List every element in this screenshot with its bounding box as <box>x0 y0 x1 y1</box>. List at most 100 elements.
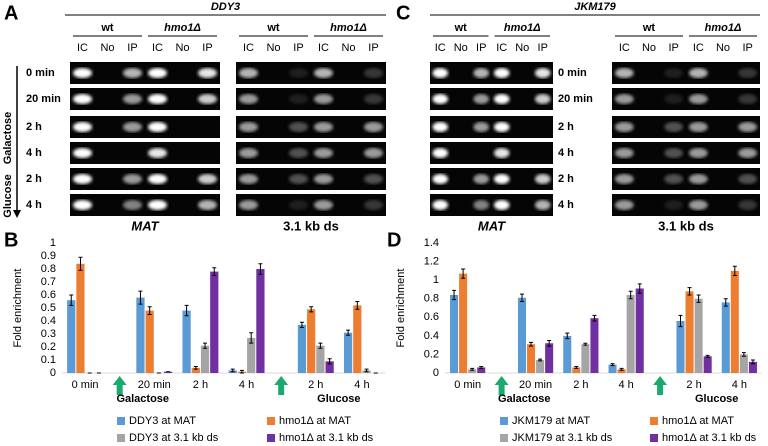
panel-letter: B <box>4 229 18 251</box>
gel-label: 3.1 kb ds <box>658 218 714 233</box>
bar <box>676 321 685 373</box>
gel-strip <box>236 168 386 190</box>
gel-band <box>473 68 490 78</box>
lane-label: IP <box>538 42 548 54</box>
bar <box>316 345 325 373</box>
gel-band <box>614 148 634 158</box>
error-bar <box>470 367 475 371</box>
error-bar <box>574 366 579 369</box>
bar <box>164 371 173 373</box>
error-bar <box>628 290 633 300</box>
gel-strip <box>430 168 553 190</box>
error-bar <box>299 321 304 328</box>
gel-band <box>289 122 308 132</box>
bar <box>191 367 200 373</box>
gel-band <box>473 174 490 184</box>
row-label: 0 min <box>558 67 587 79</box>
row-label: 2 h <box>26 121 42 133</box>
bar <box>721 302 730 373</box>
gel-band <box>364 68 383 78</box>
error-bar <box>364 368 369 373</box>
error-bar <box>583 342 588 346</box>
y-tick-label: 1 <box>433 274 439 286</box>
gel-band <box>148 148 167 158</box>
error-bar <box>592 314 597 322</box>
gel-strip <box>612 62 760 84</box>
error-bar <box>249 332 254 344</box>
switch-arrow <box>112 376 127 395</box>
legend-label: JKM179 at 3.1 kb ds <box>512 432 613 444</box>
bar <box>739 354 748 373</box>
bar <box>536 360 545 373</box>
lane-label: IP <box>368 42 378 54</box>
x-tick-label: 4 h <box>732 379 747 391</box>
row-label: 2 h <box>558 121 574 133</box>
bar <box>343 332 353 373</box>
gel-band <box>688 94 708 104</box>
y-tick-label: 0.4 <box>424 330 439 342</box>
bar <box>145 310 154 373</box>
bar <box>626 295 635 373</box>
gel-band <box>73 174 92 184</box>
error-bar <box>741 352 746 357</box>
gel-band <box>198 200 217 210</box>
gel-band <box>432 122 449 132</box>
error-bar <box>309 306 314 313</box>
error-bar <box>327 358 332 365</box>
error-bar <box>519 293 524 302</box>
legend-label: DDY3 at 3.1 kb ds <box>129 432 219 444</box>
y-tick-label: 0.7 <box>41 276 56 288</box>
bar <box>182 310 191 373</box>
arrow-head <box>13 210 21 218</box>
bar <box>459 273 468 373</box>
lane-label: No <box>266 42 280 54</box>
group-label: Glucose <box>695 393 738 405</box>
gel-band <box>664 148 684 158</box>
x-tick-label: 2 h <box>193 379 208 391</box>
y-tick-label: 0.3 <box>41 328 56 340</box>
y-tick-label: 0 <box>433 367 439 379</box>
y-axis-label: Fold enrichment <box>395 269 407 348</box>
error-bar <box>696 294 701 303</box>
legend-swatch <box>650 417 658 425</box>
bar <box>297 324 307 373</box>
bar <box>748 361 757 373</box>
legend-swatch <box>650 434 658 442</box>
lane-label: IC <box>496 42 507 54</box>
error-bar <box>193 366 198 370</box>
condition-label: Glucose <box>2 174 14 217</box>
gel-strip <box>70 142 220 164</box>
gel-band <box>239 94 258 104</box>
bar <box>210 271 219 373</box>
gel-band <box>289 148 308 158</box>
group-label: Galactose <box>498 393 551 405</box>
gel-strip <box>70 88 220 110</box>
lane-label: No <box>515 42 529 54</box>
gel-band <box>614 174 634 184</box>
row-label: 2 h <box>558 173 574 185</box>
gel-band <box>688 68 708 78</box>
gel-band <box>614 122 634 132</box>
gel-band <box>364 174 383 184</box>
lane-label: No <box>341 42 355 54</box>
group-label: Glucose <box>317 393 360 405</box>
legend-label: JKM179 at MAT <box>512 415 590 427</box>
bar <box>685 291 694 373</box>
error-bar <box>69 294 74 306</box>
gel-band <box>432 200 449 210</box>
bar <box>635 288 644 373</box>
lane-label: IP <box>293 42 303 54</box>
error-bar <box>610 363 615 367</box>
gel-band <box>289 94 308 104</box>
gel-strip <box>612 194 760 216</box>
lane-label: No <box>175 42 189 54</box>
legend-swatch <box>117 434 125 442</box>
x-tick-label: 4 h <box>618 379 633 391</box>
bar <box>477 367 486 373</box>
gel-band <box>534 200 551 210</box>
lane-label: IC <box>435 42 446 54</box>
gel-strip <box>236 194 386 216</box>
x-tick-label: 4 h <box>354 379 369 391</box>
gel-band <box>738 148 758 158</box>
